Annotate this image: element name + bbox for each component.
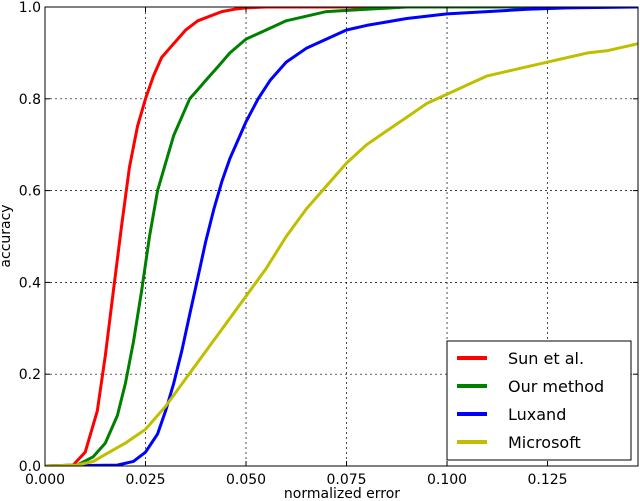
series-line-2	[45, 7, 638, 466]
tick-labels: 0.000 0.025 0.050 0.075 0.100 0.125 0.0 0.2 0.4 0…	[19, 0, 568, 488]
series-lines	[45, 7, 638, 466]
legend-label-4: Microsoft	[508, 433, 581, 452]
grid	[45, 7, 638, 466]
y-tick-label: 0.0	[19, 459, 41, 475]
plot-frame	[44, 6, 639, 467]
y-tick-label: 0.6	[19, 184, 41, 200]
series-line-1	[45, 7, 638, 466]
legend-label-3: Luxand	[508, 405, 566, 424]
y-axis-title: accuracy	[0, 204, 14, 267]
series-line-3	[45, 7, 638, 466]
x-tick-label: 0.025	[125, 472, 165, 488]
axis-ticks	[44, 6, 638, 467]
y-tick-label: 0.2	[19, 367, 41, 383]
series-line-4	[45, 42, 638, 466]
x-tick-label: 0.125	[527, 472, 567, 488]
y-tick-label: 1.0	[19, 0, 41, 16]
x-tick-label: 0.000	[25, 472, 65, 488]
legend-label-1: Sun et al.	[508, 349, 584, 368]
x-tick-label: 0.050	[226, 472, 266, 488]
y-tick-label: 0.8	[19, 92, 41, 108]
legend: Sun et al. Our method Luxand Microsoft	[446, 340, 632, 461]
legend-label-2: Our method	[508, 377, 604, 396]
y-tick-label: 0.4	[19, 275, 41, 291]
x-tick-label: 0.075	[326, 472, 366, 488]
x-tick-label: 0.100	[427, 472, 467, 488]
x-axis-title: normalized error	[284, 486, 400, 501]
